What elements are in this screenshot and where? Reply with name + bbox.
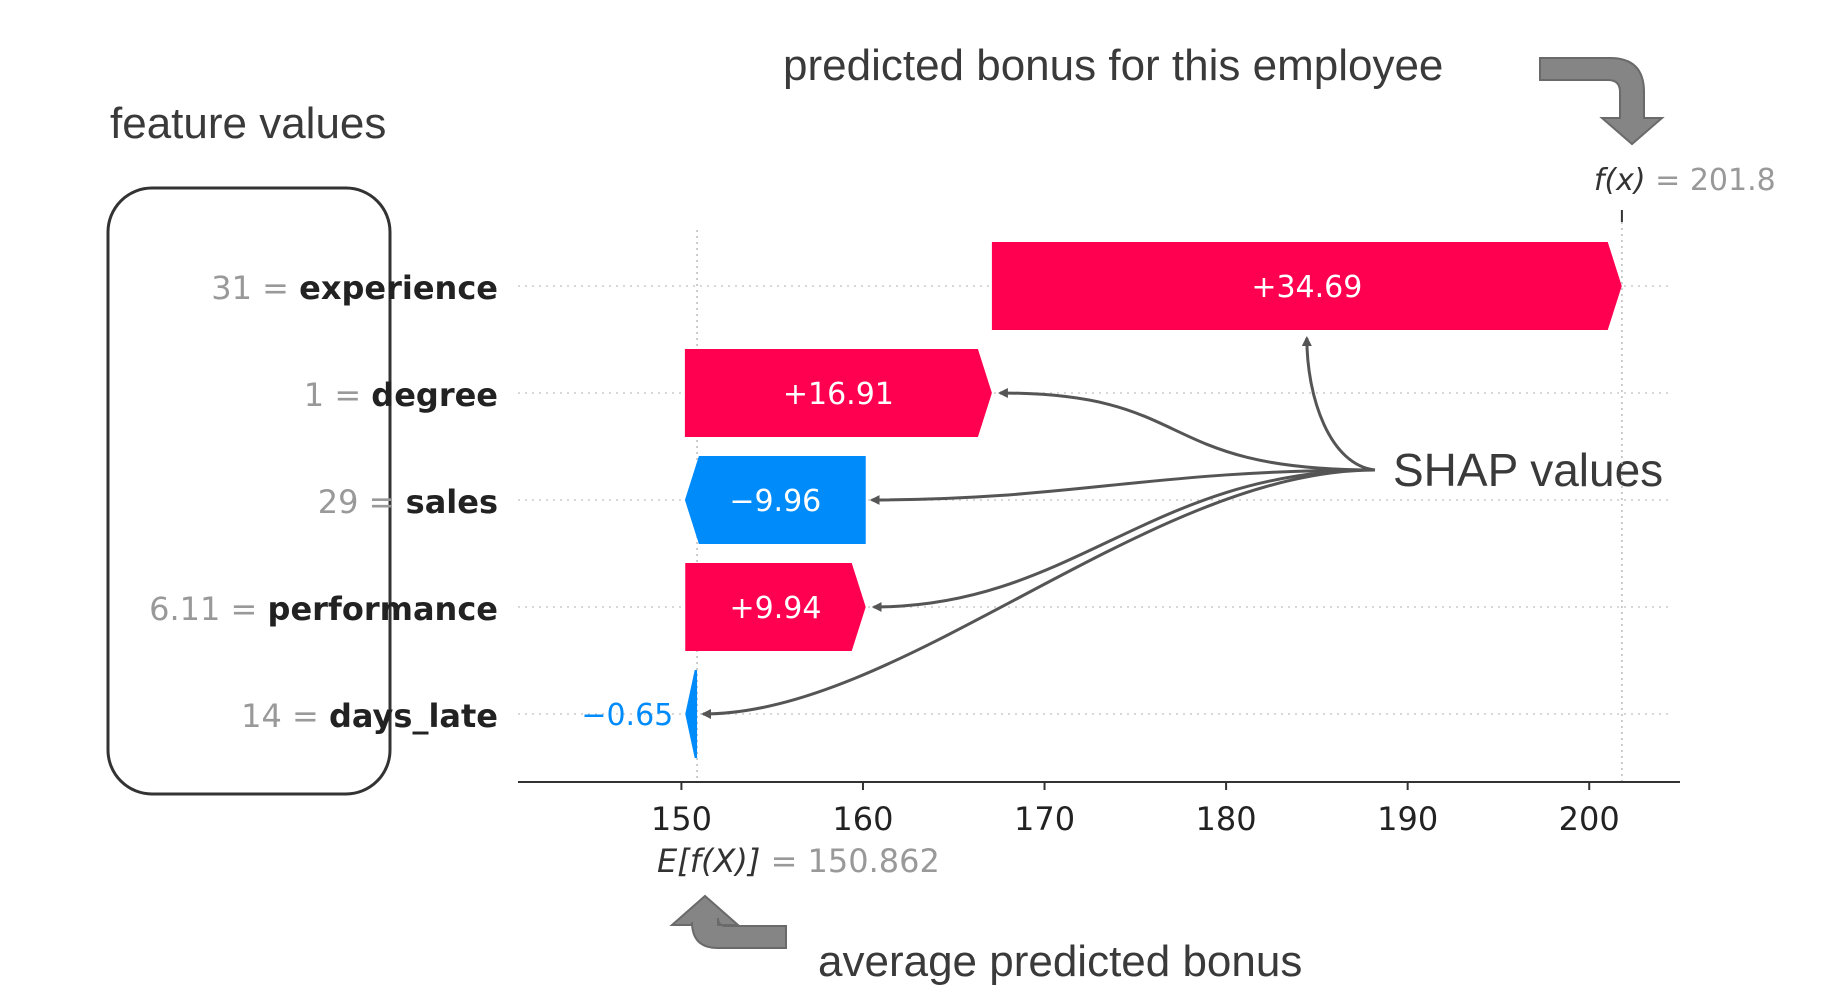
- feature-name-experience: experience: [299, 269, 498, 307]
- feature-label-sales: 29 = sales: [318, 483, 498, 521]
- feature-value-days_late: 14 =: [241, 697, 329, 735]
- shap-bar-performance: [685, 563, 866, 651]
- shap-value-label-performance: +9.94: [730, 591, 822, 626]
- output-value-name: f(x): [1594, 163, 1646, 198]
- base-value-number: = 150.862: [760, 842, 939, 880]
- base-value-label: E[f(X)] = 150.862: [657, 842, 940, 880]
- feature-value-degree: 1 =: [304, 376, 372, 414]
- average-bonus-annotation: average predicted bonus: [818, 937, 1302, 986]
- x-tick-label: 180: [1196, 800, 1257, 838]
- shap-value-label-days_late: −0.65: [581, 698, 673, 733]
- callout-arrow-performance: [871, 468, 1376, 612]
- shap-value-label-experience: +34.69: [1251, 270, 1362, 305]
- predicted-bonus-annotation: predicted bonus for this employee: [783, 41, 1443, 90]
- average-bonus-bent-arrow-icon: [669, 894, 787, 949]
- shap-callout-arrows: [701, 336, 1376, 719]
- feature-value-performance: 6.11 =: [149, 590, 267, 628]
- predicted-bonus-arrow-icon: [1539, 57, 1665, 146]
- x-tick-label: 150: [651, 800, 712, 838]
- feature-label-degree: 1 = degree: [304, 376, 498, 414]
- shap-value-label-degree: +16.91: [783, 377, 894, 412]
- x-tick-label: 160: [832, 800, 893, 838]
- shap-values-annotation: SHAP values: [1393, 444, 1663, 496]
- callout-arrow-degree: [997, 388, 1376, 472]
- base-value-name: E[f(X)]: [657, 842, 760, 880]
- feature-value-experience: 31 =: [211, 269, 299, 307]
- output-value-number: = 201.8: [1646, 163, 1776, 198]
- shap-bar-experience: [991, 242, 1622, 330]
- x-tick-label: 200: [1559, 800, 1620, 838]
- feature-label-days_late: 14 = days_late: [241, 697, 498, 735]
- x-tick-label: 170: [1014, 800, 1075, 838]
- shap-bar-days_late: [685, 670, 698, 758]
- feature-name-degree: degree: [371, 376, 498, 414]
- feature-label-experience: 31 = experience: [211, 269, 498, 307]
- callout-arrow-days_late: [701, 468, 1376, 719]
- output-value-label: f(x) = 201.8: [1594, 163, 1776, 198]
- x-tick-label: 190: [1377, 800, 1438, 838]
- callout-arrow-experience: [1301, 336, 1376, 472]
- feature-values-annotation: feature values: [110, 99, 386, 148]
- feature-values-box: [106, 186, 392, 796]
- callout-arrow-sales: [869, 468, 1376, 505]
- shap-value-label-sales: −9.96: [729, 484, 821, 519]
- shap-bar-sales: [684, 456, 866, 544]
- shap-bar-degree: [684, 349, 992, 437]
- waterfall-chart: +34.69 31 = experience +16.91 1 = degree −9.…: [149, 163, 1776, 880]
- feature-name-performance: performance: [268, 590, 498, 628]
- feature-name-days_late: days_late: [329, 697, 498, 735]
- feature-value-sales: 29 =: [318, 483, 406, 521]
- feature-name-sales: sales: [406, 483, 498, 521]
- feature-label-performance: 6.11 = performance: [149, 590, 498, 628]
